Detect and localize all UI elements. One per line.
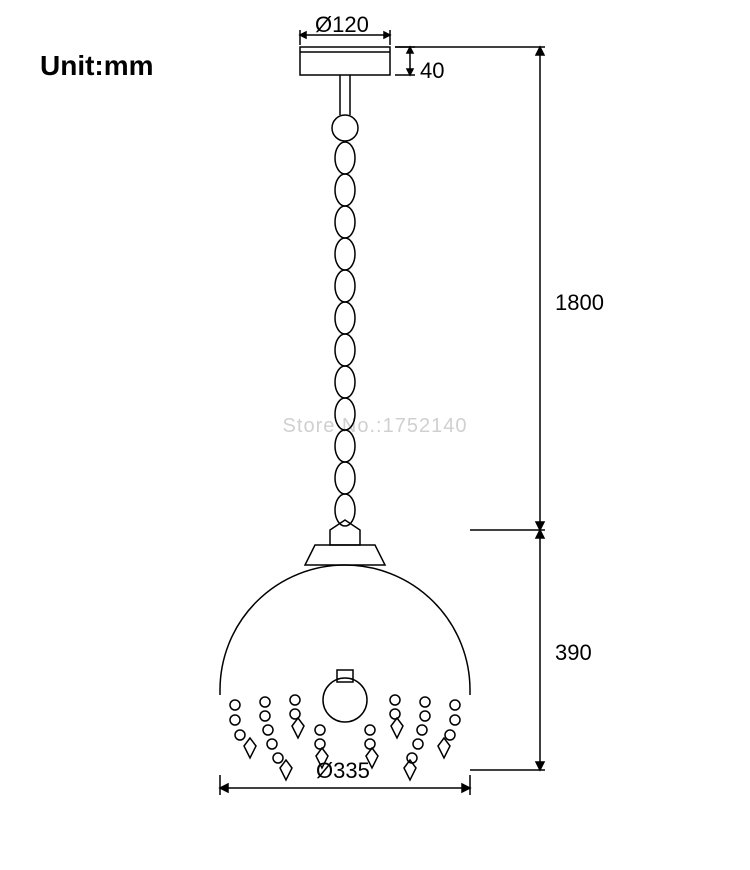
lamp-diagram (0, 0, 750, 870)
